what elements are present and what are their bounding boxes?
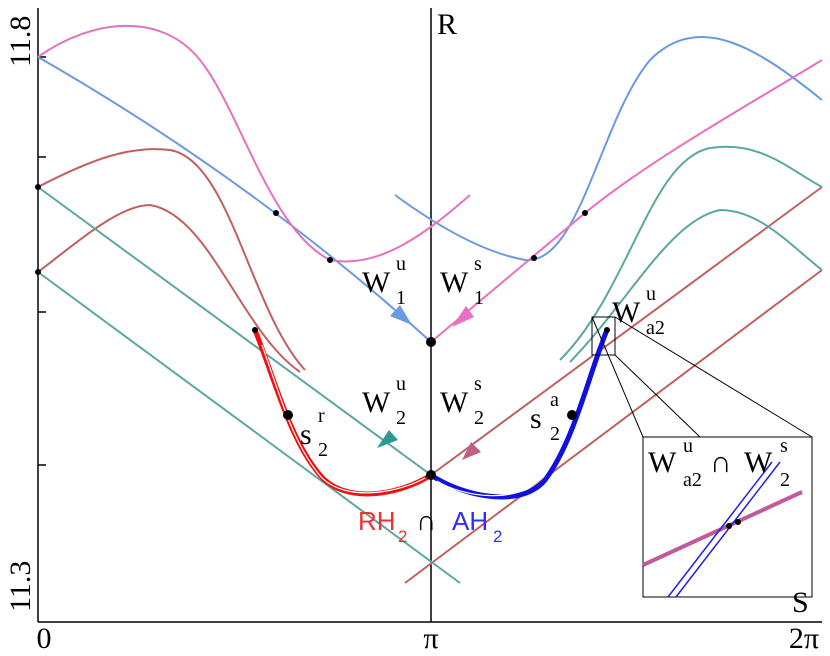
red-curve-gap xyxy=(261,344,426,494)
label-sub: 2 xyxy=(550,423,560,445)
label-sup: u xyxy=(396,253,406,275)
inset-sup: u xyxy=(683,435,693,457)
point xyxy=(604,327,610,333)
inset-sub: a2 xyxy=(683,469,702,491)
point xyxy=(582,210,588,216)
label-sup: r xyxy=(318,405,325,427)
teal-curve xyxy=(569,208,823,363)
brown-curve xyxy=(430,186,823,476)
label-base: W xyxy=(612,296,641,329)
arrow xyxy=(452,306,474,327)
frame xyxy=(37,8,822,623)
pink-curve xyxy=(430,59,823,343)
point xyxy=(426,337,436,347)
intersection-label: RH 2 ∩ AH 2 xyxy=(358,506,502,546)
inset-box xyxy=(642,436,813,598)
label-sub: 1 xyxy=(396,287,406,309)
point xyxy=(327,257,333,263)
inset-w: W xyxy=(744,446,773,479)
label-sub: 1 xyxy=(474,287,484,309)
brown-curve xyxy=(404,269,823,584)
point xyxy=(283,410,293,420)
label-sup: s xyxy=(474,253,482,275)
rh-label: RH xyxy=(358,506,396,536)
label-sup: u xyxy=(646,283,656,305)
ah-label: AH xyxy=(452,506,488,536)
blue-curve xyxy=(37,56,432,343)
zoom-line xyxy=(614,316,813,438)
brown-curve xyxy=(37,148,306,371)
label-base: W xyxy=(362,266,391,299)
point xyxy=(273,210,279,216)
arrow xyxy=(377,430,398,448)
teal-curve xyxy=(37,186,432,476)
point xyxy=(426,470,436,480)
arrows xyxy=(377,305,481,460)
label-base: W xyxy=(440,266,469,299)
label-sub: 2 xyxy=(318,439,328,461)
inset-cap: ∩ xyxy=(710,446,732,479)
inset-w: W xyxy=(648,446,677,479)
cap-symbol: ∩ xyxy=(416,506,436,537)
curves xyxy=(37,24,823,584)
points xyxy=(35,184,610,480)
teal-curve xyxy=(559,145,823,361)
inset-sub: 2 xyxy=(780,469,790,491)
inset-curve xyxy=(675,461,781,598)
blue-curve-gap xyxy=(436,339,601,497)
inset-sup: s xyxy=(780,435,788,457)
ah-sub: 2 xyxy=(493,527,502,546)
label-sub: a2 xyxy=(646,317,665,339)
label-base: s xyxy=(300,418,312,451)
arrow xyxy=(462,442,481,460)
inset-curve xyxy=(642,490,803,567)
label-sub: 2 xyxy=(396,407,406,429)
point xyxy=(726,523,732,529)
label-sup: s xyxy=(474,373,482,395)
teal-curve xyxy=(37,271,461,584)
y-name: R xyxy=(437,8,457,41)
x-name: S xyxy=(792,586,809,619)
zoom-line xyxy=(591,316,644,438)
point xyxy=(35,269,41,275)
zoom-line xyxy=(614,354,701,438)
inset xyxy=(591,316,813,598)
pink-curve xyxy=(37,24,471,263)
rh-sub: 2 xyxy=(398,527,407,546)
point xyxy=(35,184,41,190)
blue-curve xyxy=(394,36,823,262)
label-sub: 2 xyxy=(474,407,484,429)
point xyxy=(252,327,258,333)
x-pi-label: π xyxy=(423,622,438,655)
blue-thick-curve xyxy=(429,329,610,500)
zoom-box xyxy=(591,316,616,356)
label-base: W xyxy=(362,386,391,419)
axis-labels: 11.8 11.3 0 π 2π R S xyxy=(4,8,819,655)
point xyxy=(735,519,741,525)
inset-label: W u a2 ∩ W s 2 xyxy=(648,435,790,491)
point xyxy=(567,410,577,420)
y-min-label: 11.3 xyxy=(4,561,37,612)
label-base: W xyxy=(440,386,469,419)
arrow xyxy=(390,305,412,325)
x-2pi-label: 2π xyxy=(789,622,819,655)
point xyxy=(531,255,537,261)
brown-curve xyxy=(37,203,301,373)
label-sup: a xyxy=(550,389,559,411)
x-zero-label: 0 xyxy=(37,622,52,655)
label-sup: u xyxy=(396,373,406,395)
label-base: s xyxy=(530,402,542,435)
y-max-label: 11.8 xyxy=(4,16,37,67)
inset-curve xyxy=(667,461,773,598)
